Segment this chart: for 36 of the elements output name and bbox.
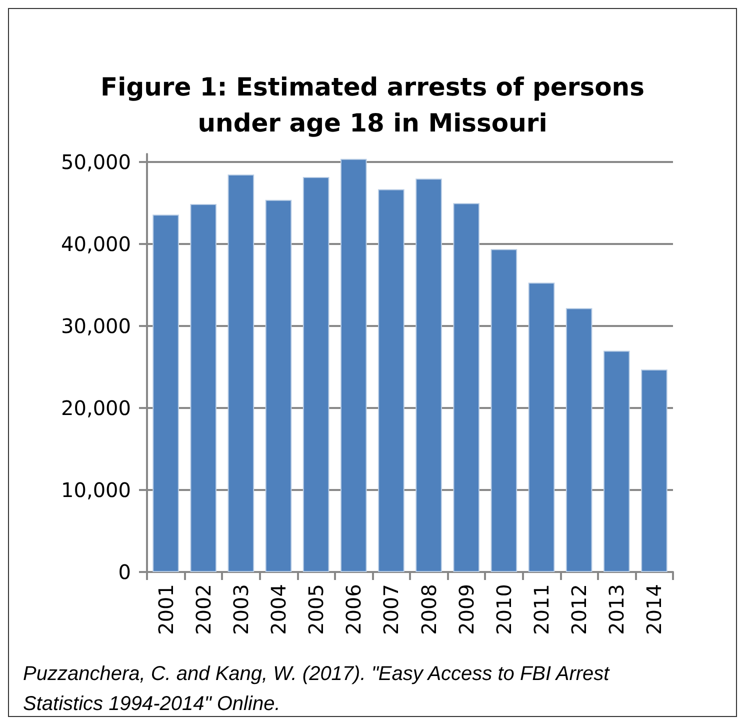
bar — [490, 249, 518, 572]
bar — [416, 178, 442, 572]
y-tick-label: 20,000 — [61, 396, 131, 420]
x-tick-label: 2007 — [379, 584, 404, 635]
bar — [603, 350, 630, 572]
x-tick-label: 2005 — [304, 584, 328, 635]
bar — [641, 370, 668, 572]
bar — [378, 189, 404, 572]
chart-title: Figure 1: Estimated arrests of persons under age 18 in Missouri — [100, 72, 644, 138]
y-tick-label: 30,000 — [61, 314, 131, 338]
y-tick-label: 0 — [118, 560, 131, 584]
x-tick-label: 2011 — [530, 584, 554, 635]
bar — [453, 203, 480, 572]
x-tick-label: 2002 — [191, 584, 216, 635]
x-tick-label: 2012 — [567, 584, 592, 635]
bar — [265, 200, 292, 572]
x-tick-label: 2008 — [416, 584, 441, 635]
x-tick-label: 2003 — [228, 584, 253, 635]
y-tick-label: 40,000 — [61, 232, 131, 256]
bar — [228, 174, 254, 572]
x-tick-label: 2014 — [642, 584, 666, 635]
x-tick-label: 2004 — [266, 584, 290, 635]
x-tick-label: 2013 — [604, 584, 629, 635]
bar — [152, 214, 179, 572]
y-tick-label: 10,000 — [61, 478, 131, 502]
bar — [302, 176, 330, 572]
bar — [340, 158, 367, 572]
y-tick-label: 50,000 — [61, 150, 131, 174]
x-tick-label: 2006 — [342, 584, 366, 635]
x-tick-label: 2009 — [454, 584, 478, 635]
x-tick-label: 2010 — [492, 584, 516, 635]
text: Puzzanchera, C. and Kang, W. (2017). "Easy Access to FBI Arrest Statistics 1994-2014" Online. — [23, 662, 611, 717]
bar — [566, 308, 592, 572]
bar — [190, 204, 217, 572]
bar — [528, 282, 555, 572]
x-tick-label: 2001 — [154, 584, 178, 635]
